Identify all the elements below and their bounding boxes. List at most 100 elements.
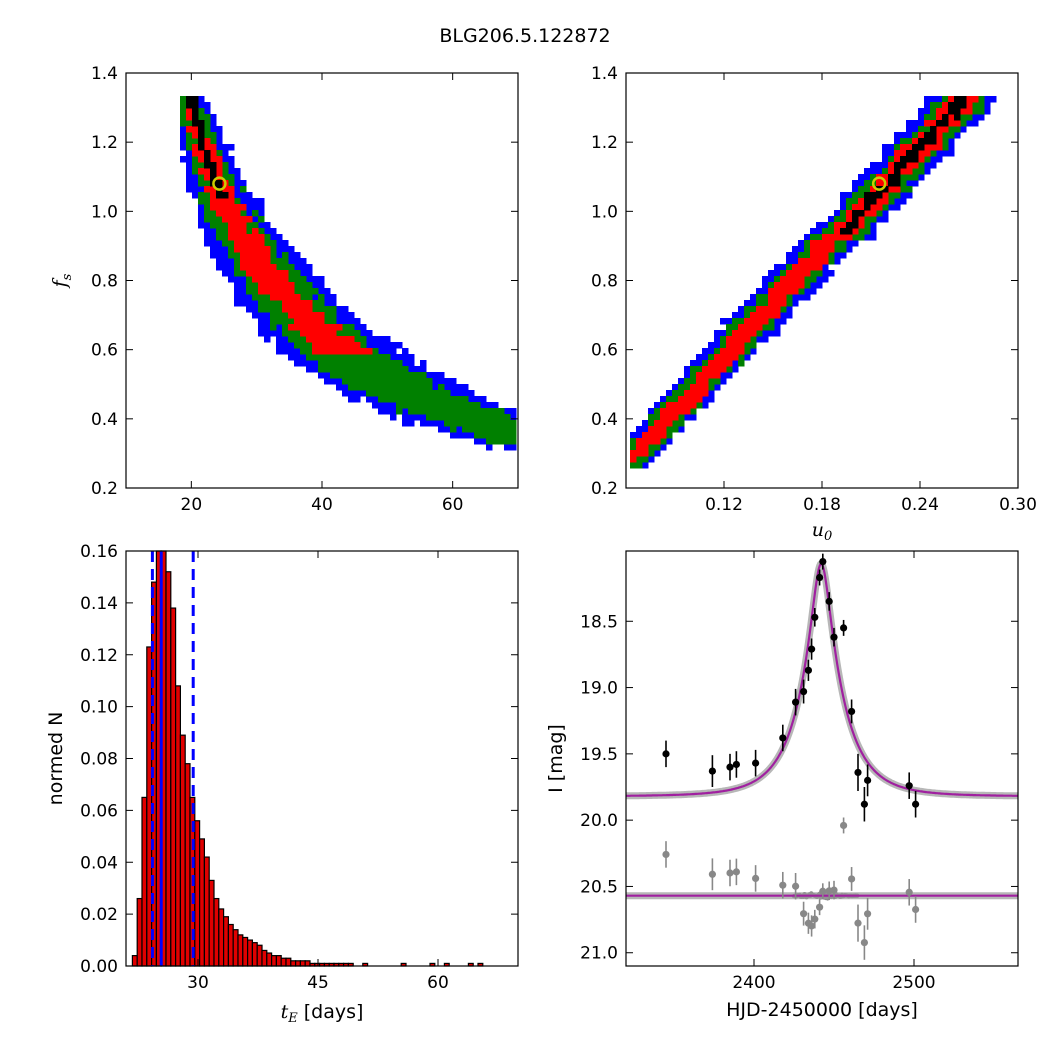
- posterior-cell: [882, 168, 889, 175]
- posterior-cell: [750, 342, 757, 349]
- y-tick-label: 0.14: [80, 594, 118, 614]
- posterior-cell: [354, 318, 361, 325]
- posterior-cell: [330, 318, 337, 325]
- posterior-cell: [504, 426, 511, 433]
- posterior-cell: [204, 240, 211, 247]
- posterior-cell: [822, 234, 829, 241]
- posterior-cell: [240, 288, 247, 295]
- posterior-cell: [234, 276, 241, 283]
- posterior-cell: [288, 246, 295, 253]
- posterior-cell: [714, 378, 721, 385]
- histogram-bar: [261, 949, 268, 967]
- posterior-cell: [732, 348, 739, 355]
- posterior-cell: [738, 330, 745, 337]
- posterior-cell: [720, 354, 727, 361]
- posterior-cell: [474, 408, 481, 415]
- posterior-cell: [366, 366, 373, 373]
- x-axis-label-subscript: 0: [824, 529, 832, 544]
- posterior-cell: [666, 396, 673, 403]
- posterior-cell: [678, 414, 685, 421]
- posterior-cell: [660, 432, 667, 439]
- posterior-cell: [270, 306, 277, 313]
- posterior-cell: [336, 342, 343, 349]
- posterior-cell: [774, 312, 781, 319]
- histogram-bar: [295, 960, 302, 967]
- posterior-cell: [804, 270, 811, 277]
- posterior-cell: [756, 294, 763, 301]
- posterior-cell: [390, 384, 397, 391]
- posterior-cell: [804, 258, 811, 265]
- posterior-cell: [792, 276, 799, 283]
- posterior-cell: [402, 348, 409, 355]
- posterior-cell: [846, 198, 853, 205]
- posterior-cell: [264, 276, 271, 283]
- posterior-cell: [492, 432, 499, 439]
- posterior-cell: [972, 114, 979, 121]
- posterior-cell: [348, 396, 355, 403]
- posterior-cell: [702, 348, 709, 355]
- posterior-cell: [282, 246, 289, 253]
- posterior-cell: [360, 390, 367, 397]
- posterior-cell: [894, 180, 901, 187]
- posterior-cell: [240, 234, 247, 241]
- posterior-cell: [222, 270, 229, 277]
- posterior-cell: [864, 198, 871, 205]
- posterior-cell: [186, 102, 193, 109]
- posterior-cell: [192, 150, 199, 157]
- posterior-cell: [252, 246, 259, 253]
- posterior-cell: [636, 462, 643, 469]
- x-axis-label: u0: [812, 519, 833, 544]
- posterior-cell: [666, 438, 673, 445]
- posterior-cell: [972, 96, 979, 103]
- histogram-bar: [275, 955, 282, 967]
- posterior-cell: [924, 168, 931, 175]
- posterior-cell: [780, 294, 787, 301]
- posterior-cell: [906, 120, 913, 127]
- posterior-cell: [768, 318, 775, 325]
- posterior-cell: [252, 222, 259, 229]
- posterior-cell: [300, 324, 307, 331]
- posterior-cell: [768, 300, 775, 307]
- posterior-cell: [198, 180, 205, 187]
- posterior-cell: [240, 270, 247, 277]
- posterior-cell: [822, 240, 829, 247]
- posterior-cell: [396, 354, 403, 361]
- posterior-cell: [324, 306, 331, 313]
- posterior-cell: [366, 378, 373, 385]
- posterior-cell: [264, 306, 271, 313]
- posterior-cell: [630, 456, 637, 463]
- posterior-cell: [678, 396, 685, 403]
- posterior-cell: [912, 174, 919, 181]
- posterior-cell: [264, 252, 271, 259]
- posterior-cell: [318, 288, 325, 295]
- x-axis-label-symbol: t: [281, 1001, 289, 1023]
- posterior-cell: [228, 198, 235, 205]
- posterior-cell: [198, 144, 205, 151]
- posterior-cell: [306, 366, 313, 373]
- posterior-cell: [306, 330, 313, 337]
- posterior-cell: [792, 288, 799, 295]
- posterior-cell: [486, 432, 493, 439]
- histogram-bar: [223, 916, 230, 967]
- posterior-cell: [234, 174, 241, 181]
- posterior-cell: [294, 342, 301, 349]
- posterior-cell: [858, 228, 865, 235]
- posterior-cell: [780, 318, 787, 325]
- posterior-cell: [288, 312, 295, 319]
- posterior-cell: [348, 390, 355, 397]
- posterior-cell: [792, 264, 799, 271]
- posterior-cell: [342, 390, 349, 397]
- posterior-cell: [210, 210, 217, 217]
- data-point: [848, 707, 856, 716]
- posterior-cell: [318, 360, 325, 367]
- posterior-cell: [354, 336, 361, 343]
- posterior-cell: [246, 228, 253, 235]
- posterior-cell: [330, 360, 337, 367]
- posterior-cell: [906, 186, 913, 193]
- posterior-cell: [276, 276, 283, 283]
- posterior-cell: [300, 360, 307, 367]
- posterior-cell: [228, 204, 235, 211]
- posterior-cell: [420, 414, 427, 421]
- posterior-cell: [390, 348, 397, 355]
- posterior-cell: [654, 426, 661, 433]
